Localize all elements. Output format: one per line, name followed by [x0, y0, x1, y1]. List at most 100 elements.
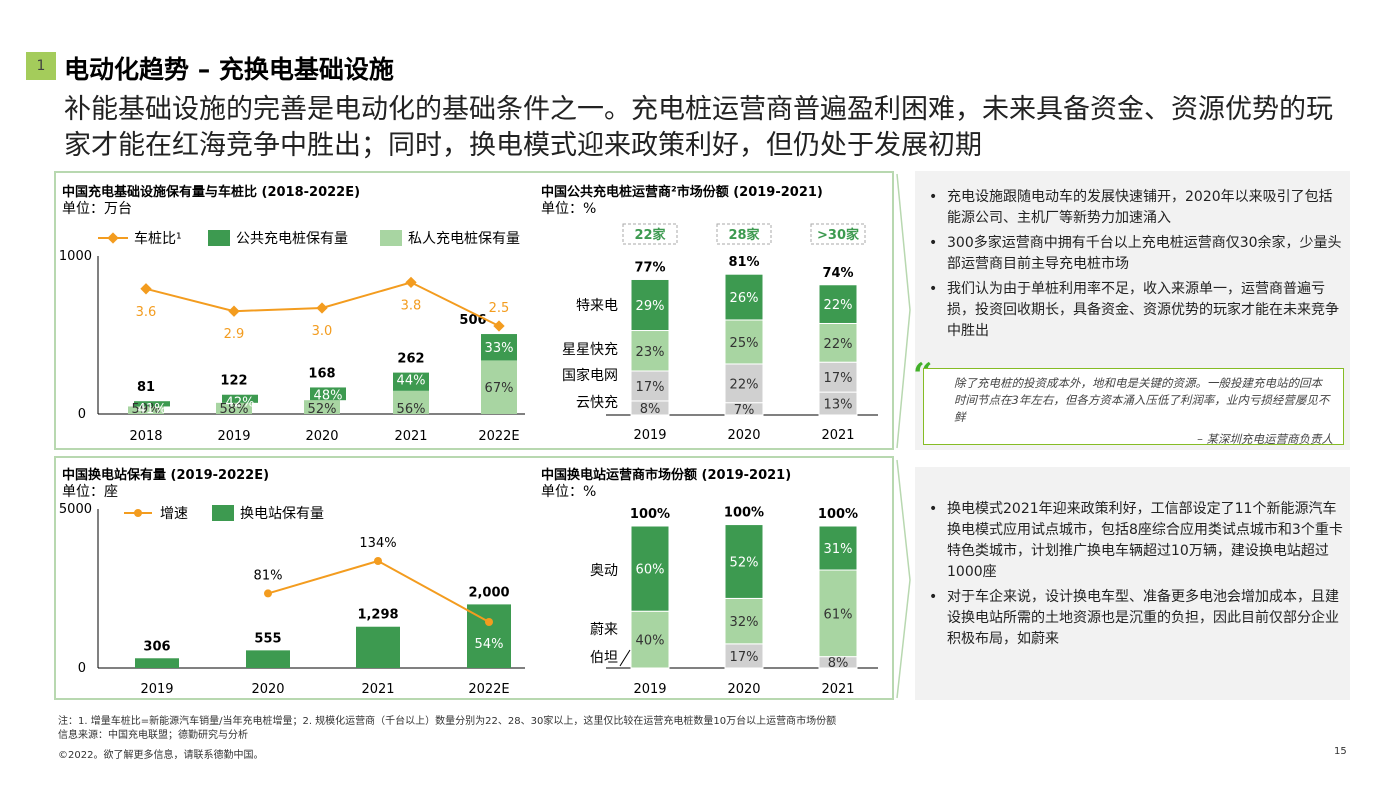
chart3-value-label: 555: [254, 631, 281, 646]
chart1-title: 中国充电基础设施保有量与车桩比 (2018-2022E): [62, 185, 361, 200]
page-number: 15: [1334, 746, 1347, 757]
chart1-legend-marker: [107, 232, 119, 244]
chart1-private-label: 59%: [132, 402, 161, 417]
chart2-count-label: >30家: [817, 227, 860, 243]
chart3-legend-marker: [134, 509, 142, 517]
chart2-row-label: 星星快充: [562, 342, 618, 358]
source-note: 信息来源：中国充电联盟；德勤研究与分析: [58, 730, 248, 741]
chart4-segment-label: 61%: [824, 607, 853, 622]
chart1-legend-swatch-private: [380, 230, 402, 246]
chart3-ytick: 0: [78, 661, 86, 676]
chart2-bar-segment: [630, 278, 670, 332]
insights-bottom-box: 换电模式2021年迎来政策利好，工信部设定了11个新能源汽车换电模式应用试点城市…: [915, 467, 1350, 700]
chart2-row-label: 特来电: [576, 298, 618, 314]
chart3-growth-label: 54%: [475, 637, 504, 652]
chart3-bar: [246, 650, 290, 668]
chart2-segment-label: 8%: [640, 402, 661, 417]
chart1-xtick: 2020: [305, 429, 338, 444]
chart1-ratio-marker: [493, 320, 505, 332]
chart1-bar-public: [134, 401, 170, 407]
chart2-bar-segment: [630, 370, 670, 402]
chart2-segment-label: 22%: [730, 377, 759, 392]
chart1-legend-label: 车桩比¹: [134, 230, 182, 247]
chart1-legend-label: 私人充电桩保有量: [408, 230, 520, 247]
section-number-badge: 1: [26, 52, 56, 80]
chart4-bar-segment: [630, 610, 670, 669]
chart1-total-label: 81: [137, 380, 155, 395]
chart2-count-label: 28家: [728, 227, 760, 243]
page-subtitle: 补能基础设施的完善是电动化的基础条件之一。充电桩运营商普遍盈利困难，未来具备资金…: [64, 94, 1333, 161]
chart4-bar-segment: [818, 569, 858, 658]
expert-quote-box: 除了充电桩的投资成本外，地和电是关键的资源。一般投建充电站的回本时间节点在3年左…: [923, 368, 1344, 446]
page-title: 电动化趋势 – 充换电基础设施: [64, 55, 394, 84]
insights-bottom-list: 换电模式2021年迎来政策利好，工信部设定了11个新能源汽车换电模式应用试点城市…: [925, 499, 1345, 654]
chart4-xtick: 2019: [633, 682, 666, 697]
chart3-bar: [135, 658, 179, 668]
chart1-ratio-label: 2.9: [224, 327, 245, 342]
chart1-bar-public: [481, 334, 517, 361]
chart2-bar-segment: [724, 273, 764, 321]
chart2-xtick: 2019: [633, 428, 666, 443]
chart1-public-label: 48%: [314, 388, 343, 403]
chart2-segment-label: 7%: [734, 403, 755, 418]
chart1-public-label: 33%: [485, 341, 514, 356]
chart4-xtick: 2021: [821, 682, 854, 697]
chart3-xtick: 2021: [361, 682, 394, 697]
chart1-ratio-label: 3.0: [312, 324, 333, 339]
chart1-ratio-label: 2.5: [489, 301, 510, 316]
chart2-segment-label: 29%: [636, 299, 665, 314]
chart2-total-label: 74%: [822, 266, 853, 281]
chart4-bar-segment: [818, 525, 858, 571]
chart1-xtick: 2018: [129, 429, 162, 444]
chart2-xtick: 2021: [821, 428, 854, 443]
chart3-legend-label: 增速: [160, 506, 188, 522]
chart4-total-label: 100%: [724, 506, 764, 521]
chart3-growth-marker: [264, 589, 272, 598]
chart1-total-label: 262: [397, 352, 424, 367]
chart2-bar-segment: [818, 284, 858, 324]
chart2-row-label: 云快充: [576, 395, 618, 411]
chart1-private-label: 58%: [220, 402, 249, 417]
chart3-xtick: 2020: [251, 682, 284, 697]
chart4-bar-segment: [724, 643, 764, 669]
chart4-unit: 单位：%: [541, 484, 597, 500]
chart1-ratio-marker: [316, 302, 328, 314]
chart3-growth-label: 134%: [359, 536, 396, 551]
chart1-legend-swatch-public: [208, 230, 230, 246]
chart1-total-label: 168: [308, 366, 335, 381]
chart1-ytick: 1000: [59, 249, 92, 264]
chart4-row-label: 蔚来: [590, 622, 618, 638]
expert-quote-text: 除了充电桩的投资成本外，地和电是关键的资源。一般投建充电站的回本时间节点在3年左…: [954, 376, 1330, 424]
chart4-segment-label: 17%: [730, 650, 759, 665]
chart2-segment-label: 13%: [824, 398, 853, 413]
chart2-count-box: [622, 223, 678, 245]
chart1-bar-public: [310, 387, 346, 401]
chart1-ratio-marker: [228, 305, 240, 317]
chart3-value-label: 2,000: [468, 585, 509, 600]
chart2-segment-label: 25%: [730, 336, 759, 351]
insight-bullet: 换电模式2021年迎来政策利好，工信部设定了11个新能源汽车换电模式应用试点城市…: [925, 499, 1345, 583]
chart3-growth-marker: [485, 618, 493, 626]
chart3-unit: 单位：座: [62, 484, 118, 500]
chart3-bar: [356, 626, 400, 668]
chart1-private-label: 67%: [485, 381, 514, 396]
chart4-segment-label: 31%: [824, 542, 853, 557]
chart4-leader-line: [619, 649, 631, 667]
chart4-row-label: 伯坦: [590, 650, 618, 666]
chart1-unit: 单位：万台: [62, 201, 132, 217]
chart2-unit: 单位：%: [541, 201, 597, 217]
chart3-growth-label: 81%: [254, 568, 283, 583]
chart3-ytick: 5000: [59, 502, 92, 517]
chart2-total-label: 77%: [634, 260, 665, 275]
chart1-xtick: 2022E: [478, 429, 519, 444]
chart1-bar-private: [481, 360, 517, 414]
chart1-bar-private: [304, 400, 340, 414]
chart1-bar-private: [216, 402, 252, 414]
chart2-xtick: 2020: [727, 428, 760, 443]
chart4-segment-label: 32%: [730, 615, 759, 630]
chart2-count-box: [810, 223, 866, 245]
chart1-ratio-label: 3.8: [401, 298, 422, 313]
chart2-segment-label: 22%: [824, 337, 853, 352]
chart3-xtick: 2022E: [468, 682, 509, 697]
